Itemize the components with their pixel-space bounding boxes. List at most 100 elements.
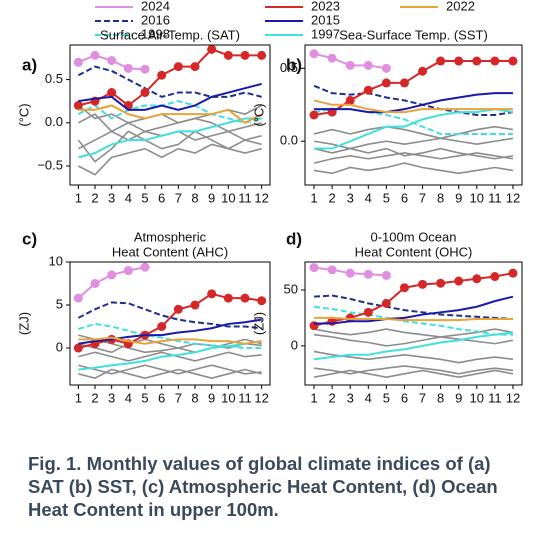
panel-label: a) xyxy=(22,55,37,74)
x-tick-label: 11 xyxy=(488,190,502,205)
x-tick-label: 3 xyxy=(108,190,115,205)
y-tick-label: 0 xyxy=(291,337,298,352)
chart-title: Heat Content (OHC) xyxy=(355,244,473,259)
x-tick-label: 12 xyxy=(254,390,268,405)
x-tick-label: 8 xyxy=(191,190,198,205)
chart-title: 0-100m Ocean xyxy=(371,229,457,244)
series-line xyxy=(313,333,514,347)
y-axis-label: (°C) xyxy=(251,103,266,126)
marker xyxy=(157,322,167,332)
chart-title: Sea-Surface Temp. (SST) xyxy=(339,27,488,42)
series-line xyxy=(314,108,514,150)
marker xyxy=(73,100,83,110)
marker xyxy=(381,270,391,280)
chart-title: Heat Content (AHC) xyxy=(112,244,228,259)
marker xyxy=(345,60,355,70)
marker xyxy=(454,276,464,286)
marker xyxy=(363,269,373,279)
x-tick-label: 8 xyxy=(437,390,444,405)
marker xyxy=(257,296,267,306)
panel-label: b) xyxy=(286,55,302,74)
x-tick-label: 3 xyxy=(108,390,115,405)
x-tick-label: 8 xyxy=(191,390,198,405)
series-line xyxy=(313,331,514,361)
legend-label: 2023 xyxy=(311,0,340,13)
marker xyxy=(508,268,518,278)
series-line xyxy=(313,140,514,160)
x-tick-label: 4 xyxy=(365,190,372,205)
series-line xyxy=(313,350,514,364)
series-line xyxy=(77,100,262,124)
marker xyxy=(107,88,117,98)
y-axis-label: (°C) xyxy=(16,103,31,126)
x-tick-label: 4 xyxy=(125,390,132,405)
legend-label: 1998 xyxy=(141,26,170,41)
marker xyxy=(190,62,200,72)
marker xyxy=(472,56,482,66)
marker xyxy=(327,53,337,63)
x-tick-label: 10 xyxy=(221,190,235,205)
marker xyxy=(363,85,373,95)
marker xyxy=(240,50,250,60)
series-line xyxy=(77,117,262,150)
series-line xyxy=(78,318,262,345)
marker xyxy=(73,293,83,303)
x-tick-label: 2 xyxy=(329,190,336,205)
panel-label: d) xyxy=(286,229,302,248)
x-tick-label: 7 xyxy=(175,190,182,205)
series-line xyxy=(313,162,514,175)
marker xyxy=(490,272,500,282)
marker xyxy=(345,313,355,323)
legend-label: 2015 xyxy=(311,12,340,27)
panel-label: c) xyxy=(22,229,37,248)
x-tick-label: 1 xyxy=(310,390,317,405)
marker xyxy=(309,263,319,273)
series-line xyxy=(78,336,262,345)
x-tick-label: 7 xyxy=(419,390,426,405)
marker xyxy=(381,63,391,73)
marker xyxy=(418,66,428,76)
x-tick-label: 5 xyxy=(383,190,390,205)
series-line xyxy=(78,104,263,124)
marker xyxy=(223,50,233,60)
legend-label: 2024 xyxy=(141,0,170,13)
marker xyxy=(140,262,150,272)
y-tick-label: 0.5 xyxy=(45,71,63,86)
x-tick-label: 12 xyxy=(506,390,520,405)
x-tick-label: 5 xyxy=(383,390,390,405)
series-line xyxy=(314,295,514,325)
x-tick-label: 4 xyxy=(365,390,372,405)
x-tick-label: 10 xyxy=(470,390,484,405)
marker xyxy=(140,64,150,74)
series-line xyxy=(313,125,514,140)
marker xyxy=(207,289,217,299)
plot-frame xyxy=(69,261,271,386)
series-line xyxy=(77,65,262,98)
x-tick-label: 1 xyxy=(310,190,317,205)
marker xyxy=(418,279,428,289)
series-line xyxy=(78,117,262,159)
legend-label: 2016 xyxy=(141,12,170,27)
x-tick-label: 9 xyxy=(208,190,215,205)
series-line xyxy=(77,104,263,124)
series-line xyxy=(78,340,262,371)
caption: Fig. 1. Monthly values of global climate… xyxy=(28,453,498,520)
marker xyxy=(73,343,83,353)
x-tick-label: 11 xyxy=(488,390,502,405)
marker xyxy=(90,279,100,289)
x-tick-label: 11 xyxy=(238,390,252,405)
marker xyxy=(309,49,319,59)
series-line xyxy=(78,351,262,362)
marker xyxy=(207,44,217,54)
marker xyxy=(381,298,391,308)
series-line xyxy=(314,316,513,322)
x-tick-label: 7 xyxy=(175,390,182,405)
series-line xyxy=(313,84,514,116)
marker xyxy=(327,265,337,275)
marker xyxy=(490,56,500,66)
y-tick-label: 0.5 xyxy=(280,60,298,75)
chart-title: Atmospheric xyxy=(134,229,207,244)
x-tick-label: 6 xyxy=(158,390,165,405)
